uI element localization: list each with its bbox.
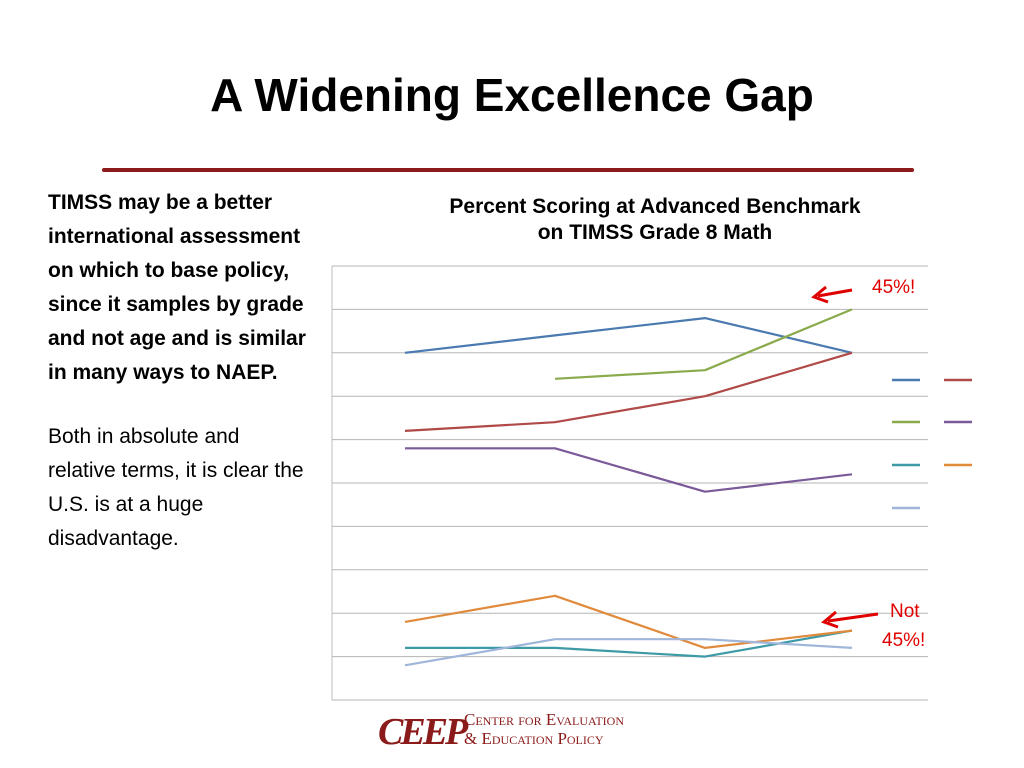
callout-arrowhead-bottom (821, 610, 839, 629)
callout-arrowhead-top (811, 285, 829, 304)
normal-paragraph: Both in absolute and relative terms, it … (48, 425, 304, 550)
callout-arrow-top (817, 288, 853, 298)
series-line-2 (404, 351, 853, 432)
slide-title: A Widening Excellence Gap (210, 69, 814, 121)
logo-mark: CEEP (378, 711, 468, 753)
bold-paragraph: TIMSS may be a better international asse… (48, 191, 306, 384)
callout-not-45-label: 45%! (882, 630, 925, 651)
series-line-7 (404, 638, 853, 667)
callout-arrow-bottom (827, 612, 879, 623)
title-divider (102, 168, 914, 172)
series-line-6 (404, 594, 853, 650)
logo-line1: Center for Evaluation (464, 710, 625, 729)
logo-text: Center for Evaluation & Education Policy (464, 710, 684, 748)
chart-title: Percent Scoring at Advanced Benchmark on… (380, 194, 930, 246)
callout-not-label: Not (890, 601, 920, 622)
chart-title-line1: Percent Scoring at Advanced Benchmark (449, 195, 861, 218)
series-line-4 (405, 447, 853, 493)
series-line-3 (554, 308, 853, 380)
logo-line2: & Education Policy (464, 729, 604, 748)
callout-45-label: 45%! (872, 277, 915, 298)
left-text-block: TIMSS may be a better international asse… (48, 186, 310, 586)
chart-title-line2: on TIMSS Grade 8 Math (537, 221, 773, 244)
series-line-1 (404, 317, 853, 354)
